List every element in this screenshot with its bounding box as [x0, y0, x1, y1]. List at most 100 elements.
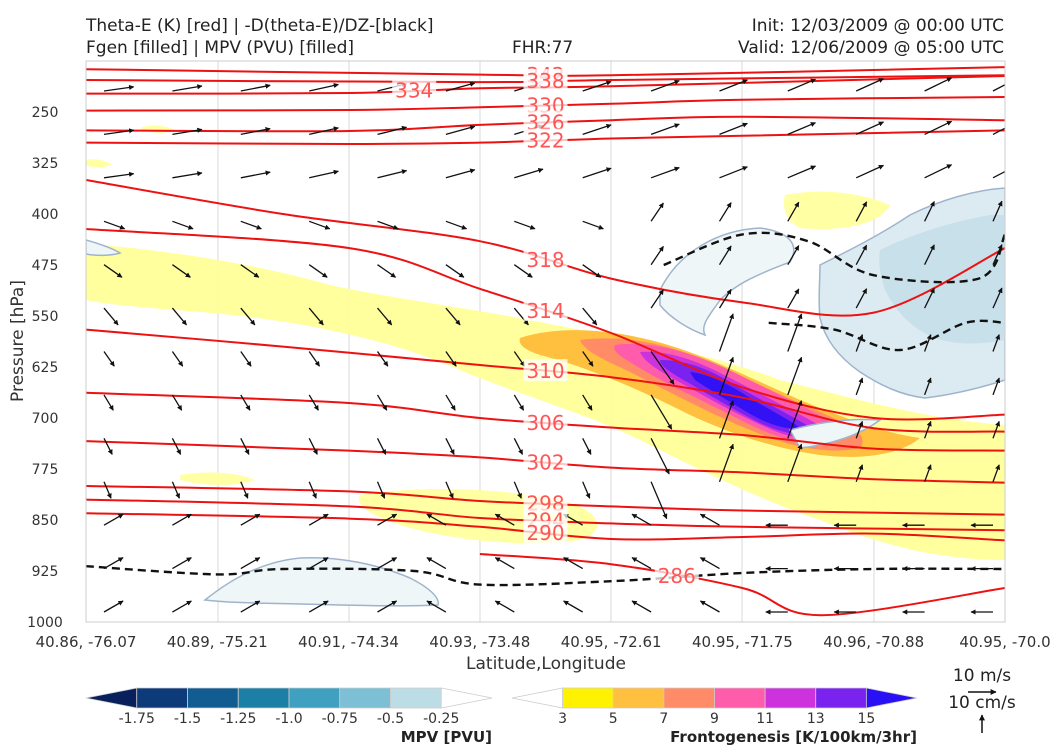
wind-vector — [240, 438, 250, 455]
wind-vector — [445, 264, 465, 278]
wind-vector — [103, 394, 114, 411]
wind-vector — [171, 307, 187, 326]
wind-vector — [563, 600, 584, 613]
wind-vector — [240, 557, 261, 570]
wind-vector — [787, 443, 803, 483]
wind-vector — [650, 202, 664, 222]
wind-vector — [650, 245, 664, 266]
x-tick-label: 40.91, -74.34 — [298, 633, 399, 651]
mpv-colorbar-swatch — [440, 687, 493, 709]
contour-labels: 3423383343303263223183143103063022982942… — [392, 62, 699, 588]
wind-vector — [855, 201, 868, 222]
theta-e-contour-310 — [86, 328, 1005, 433]
wind-vector — [718, 202, 732, 222]
wind-vector — [650, 394, 673, 430]
wind-vector — [582, 167, 612, 179]
wind-vector — [855, 78, 884, 92]
wind-vector — [309, 126, 339, 136]
wind-vector — [426, 600, 447, 613]
theta-e-label-318: 318 — [526, 248, 564, 272]
wind-vector — [376, 481, 386, 499]
fgen-colorbar-swatch — [612, 687, 665, 709]
y-tick-label: 850 — [32, 513, 59, 529]
wind-vector — [631, 600, 652, 613]
wind-vector — [172, 127, 203, 136]
y-tick-label: 700 — [32, 411, 59, 427]
wind-vector — [309, 82, 339, 92]
wind-vector — [445, 220, 468, 230]
wind-vector — [582, 481, 591, 499]
wind-vector — [240, 127, 271, 136]
x-tick-label: 40.86, -76.07 — [36, 633, 137, 651]
wind-vector — [103, 128, 135, 136]
fgen-colorbar-label: Frontogenesis [K/100km/3hr] — [670, 728, 917, 746]
mpv-colorbar: -1.75 -1.5 -1.25 -1.0 -0.75 -0.5 -0.25 — [85, 687, 493, 727]
wind-vector — [992, 287, 1003, 309]
y-tick-label: 325 — [32, 156, 59, 172]
wind-vector — [923, 420, 932, 439]
wind-vector — [172, 557, 192, 570]
wind-vector — [445, 351, 457, 367]
contour-label-bg — [523, 410, 568, 433]
theta-e-contour-318 — [86, 179, 1005, 317]
vector-key: 10 m/s 10 cm/s — [948, 666, 1016, 733]
fgen-colorbar-tick: 5 — [609, 711, 618, 727]
title-center: FHR:77 — [512, 38, 573, 58]
wind-vector — [172, 220, 194, 230]
stability-contour-2 — [768, 319, 1005, 352]
mpv-colorbar-swatch — [237, 687, 290, 709]
wind-vector — [172, 84, 203, 92]
mpv-colorbar-swatch — [187, 687, 239, 709]
theta-e-contour-314 — [86, 228, 1005, 421]
wind-vector — [719, 166, 748, 179]
wind-vector — [582, 80, 612, 92]
wind-vector — [992, 83, 1005, 92]
fgen-colorbar-swatch — [764, 687, 817, 709]
wind-vector — [582, 438, 592, 455]
wind-vector — [103, 351, 115, 367]
fgen-colorbar-swatch — [511, 687, 564, 709]
contour-label-bg — [523, 450, 568, 473]
wind-vector — [103, 84, 135, 92]
wind-vector — [376, 394, 388, 411]
wind-vector — [992, 420, 1001, 439]
wind-vector — [377, 264, 397, 278]
theta-e-label-334: 334 — [395, 79, 433, 103]
wind-vector — [308, 264, 328, 278]
wind-vector — [240, 351, 252, 367]
wind-vector — [787, 165, 816, 179]
wind-vector — [171, 438, 182, 455]
wind-vector — [992, 170, 1005, 179]
wind-vector — [787, 400, 803, 439]
wind-vectors — [103, 77, 1005, 615]
fgen-colorbar-tick: 13 — [807, 711, 825, 727]
vector-key-vertical-label: 10 cm/s — [948, 693, 1016, 713]
theta-e-contour-290 — [86, 512, 1005, 542]
wind-vector — [240, 220, 262, 230]
wind-vector — [240, 394, 251, 411]
wind-vector — [513, 481, 522, 499]
wind-vector — [426, 557, 447, 570]
fgen-colorbar: 3 5 7 9 11 13 15 — [511, 687, 918, 727]
title-right-1: Init: 12/03/2009 @ 00:00 UTC — [752, 16, 1004, 36]
wind-vector — [445, 307, 461, 326]
wind-vector — [582, 351, 594, 367]
wind-vector — [855, 464, 864, 483]
wind-vector — [855, 164, 884, 179]
wind-vector — [582, 307, 598, 326]
wind-vector — [650, 79, 680, 92]
wind-vector — [718, 288, 732, 309]
wind-vector — [494, 513, 515, 526]
contour-label-bg — [523, 359, 568, 382]
wind-vector — [787, 78, 816, 92]
wind-vector — [650, 481, 668, 520]
y-axis: 250 325 400 475 550 625 700 775 850 925 1000 — [27, 105, 63, 631]
theta-e-label-322: 322 — [526, 129, 564, 153]
wind-vector — [699, 600, 720, 613]
mpv-colorbar-swatch — [288, 687, 341, 709]
wind-vector — [513, 351, 526, 367]
wind-vector — [719, 79, 748, 92]
mpv-colorbar-swatch — [136, 687, 188, 709]
mpv-colorbar-swatch — [85, 687, 138, 709]
contour-label-bg — [523, 110, 568, 133]
